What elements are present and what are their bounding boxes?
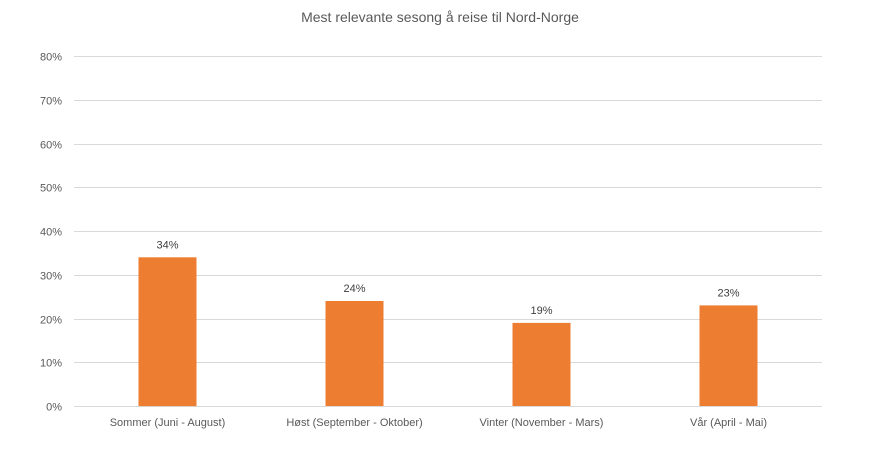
bar (325, 301, 384, 406)
category-label: Vår (April - Mai) (690, 417, 767, 429)
y-tick-label: 40% (40, 227, 62, 239)
data-label: 19% (530, 305, 552, 317)
data-label: 23% (717, 287, 739, 299)
y-tick-label: 30% (40, 271, 62, 283)
gridlines (74, 56, 822, 407)
y-tick-label: 10% (40, 358, 62, 370)
y-axis-ticks: 0% 10% 20% 30% 40% 50% 60% 70% 80% (40, 52, 62, 414)
y-tick-label: 0% (46, 402, 62, 414)
y-tick-label: 50% (40, 183, 62, 195)
bar (138, 257, 197, 407)
x-axis-categories: Sommer (Juni - August) Høst (September - … (110, 417, 767, 429)
data-label: 34% (156, 239, 178, 251)
y-tick-label: 70% (40, 96, 62, 108)
bars (138, 257, 758, 407)
data-label: 24% (343, 283, 365, 295)
y-tick-label: 60% (40, 140, 62, 152)
category-label: Sommer (Juni - August) (110, 417, 226, 429)
bar (512, 322, 571, 406)
y-tick-label: 80% (40, 52, 62, 64)
category-label: Høst (September - Oktober) (286, 417, 422, 429)
bar (699, 305, 758, 406)
chart-title: Mest relevante sesong å reise til Nord-N… (301, 9, 579, 25)
y-tick-label: 20% (40, 315, 62, 327)
category-label: Vinter (November - Mars) (480, 417, 604, 429)
data-labels: 34% 24% 19% 23% (156, 239, 739, 317)
